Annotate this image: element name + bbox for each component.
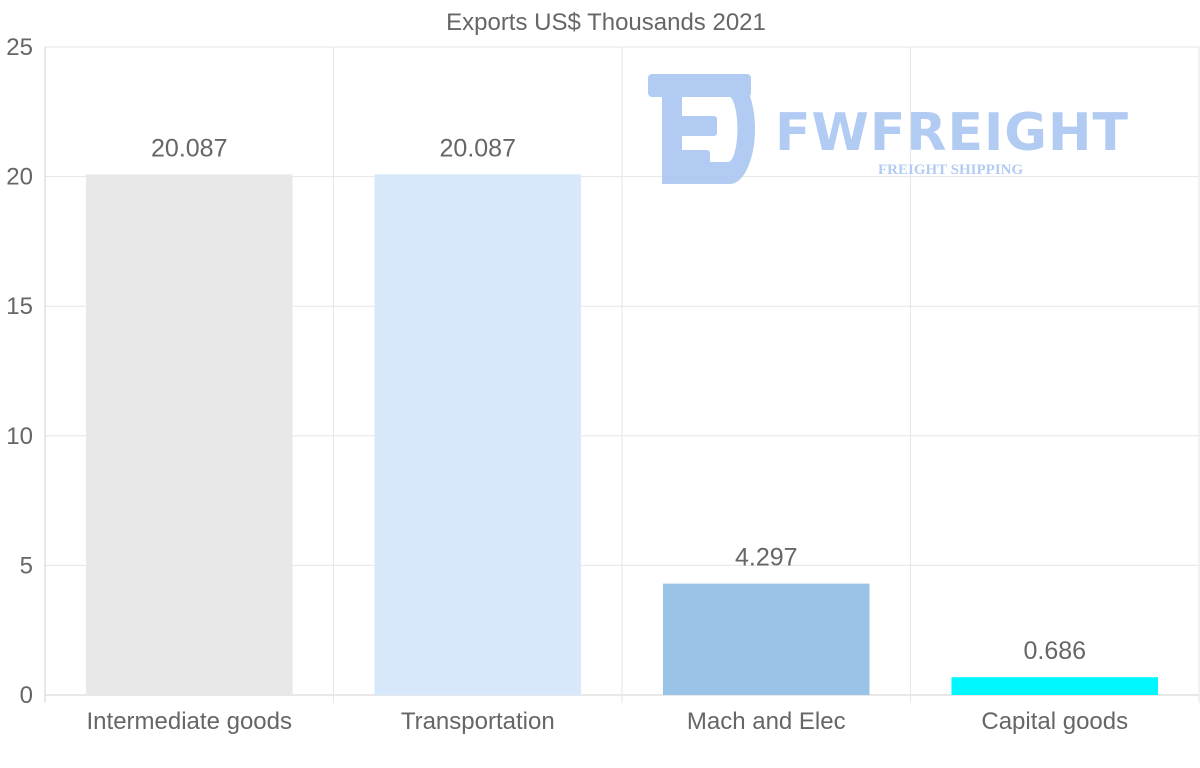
bar[interactable] [662,583,870,695]
bars [85,174,1159,695]
y-axis: 0 5 10 15 20 25 [6,34,33,709]
bar-value-label: 20.087 [440,134,516,162]
bar[interactable] [374,174,582,695]
watermark-logo: FWFREIGHT FREIGHT SHIPPING [648,74,1129,184]
bar-value-label: 4.297 [735,544,798,572]
bar-value-label: 0.686 [1023,637,1086,665]
x-axis: Intermediate goods Transportation Mach and… [87,708,1129,735]
y-tick-label: 20 [6,164,33,191]
watermark-logo-icon [648,74,755,184]
chart-title: Exports US$ Thousands 2021 [446,9,766,36]
data-labels: 20.087 20.087 4.297 0.686 [151,134,1086,665]
watermark-brand: FWFREIGHT [775,103,1129,163]
y-tick-label: 10 [6,423,33,450]
bar-value-label: 20.087 [151,134,227,162]
bar[interactable] [85,174,293,695]
x-tick-label: Capital goods [981,708,1128,735]
y-tick-label: 15 [6,293,33,320]
x-tick-label: Intermediate goods [87,708,292,735]
x-tick-label: Transportation [401,708,555,735]
bar[interactable] [951,677,1159,695]
y-tick-label: 0 [20,682,33,709]
watermark-tagline: FREIGHT SHIPPING [878,162,1023,178]
y-tick-label: 5 [20,552,33,579]
y-tick-label: 25 [6,34,33,61]
x-tick-label: Mach and Elec [687,708,846,735]
